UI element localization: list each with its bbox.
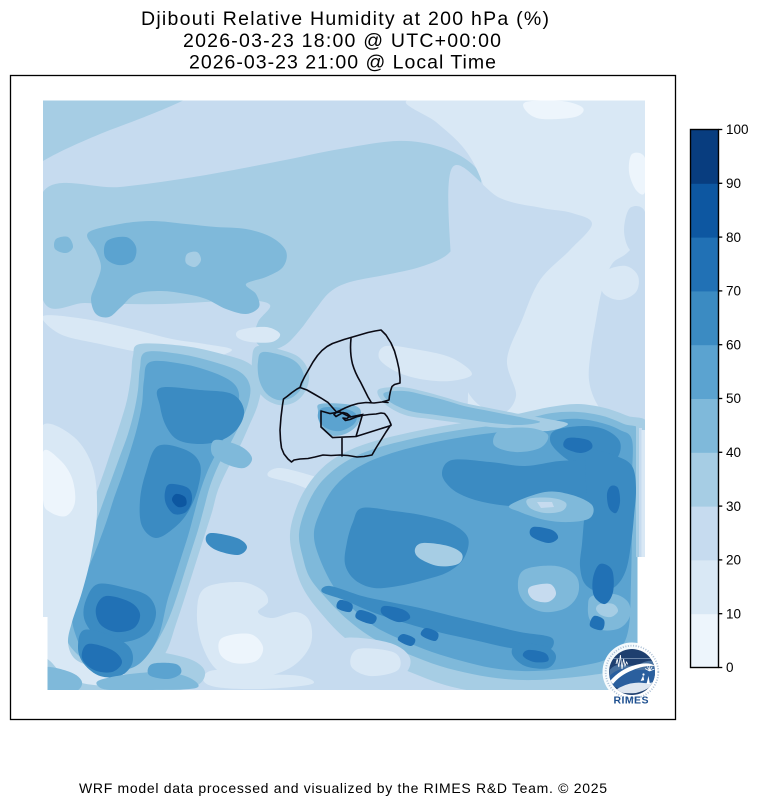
svg-text:100: 100	[726, 122, 749, 137]
svg-text:50: 50	[726, 391, 741, 406]
svg-text:80: 80	[726, 230, 741, 245]
svg-text:40: 40	[726, 445, 741, 460]
svg-text:60: 60	[726, 337, 741, 352]
svg-text:70: 70	[726, 284, 741, 299]
svg-text:2026-03-23 21:00 @ Local Time: 2026-03-23 21:00 @ Local Time	[189, 52, 496, 74]
svg-text:Djibouti Relative Humidity at: Djibouti Relative Humidity at 200 hPa (%…	[141, 8, 549, 30]
svg-text:10: 10	[726, 606, 741, 621]
svg-text:90: 90	[726, 176, 741, 191]
svg-text:2026-03-23 18:00 @ UTC+00:00: 2026-03-23 18:00 @ UTC+00:00	[183, 30, 501, 52]
svg-text:0: 0	[726, 660, 734, 675]
svg-text:20: 20	[726, 553, 741, 568]
svg-text:30: 30	[726, 499, 741, 514]
svg-text:RIMES: RIMES	[614, 695, 649, 707]
svg-text:WRF model data processed and v: WRF model data processed and visualized …	[79, 780, 607, 796]
